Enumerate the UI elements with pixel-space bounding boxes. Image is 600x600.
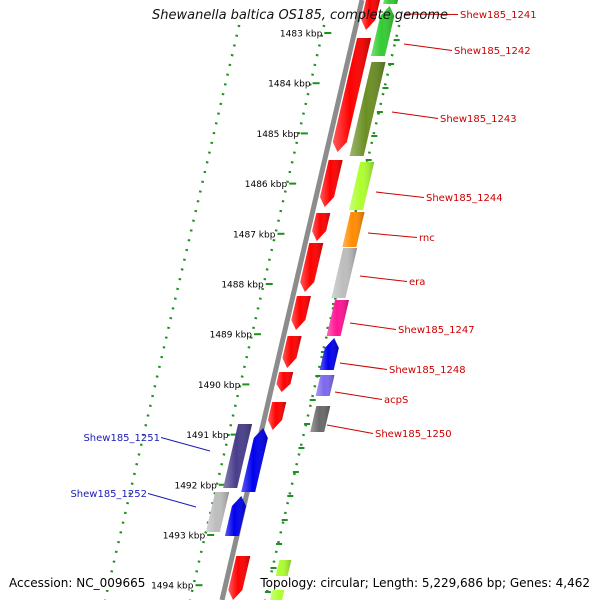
kbp-label: 1491 kbp xyxy=(186,431,229,441)
label-leader xyxy=(403,43,453,51)
label-leader xyxy=(160,437,211,452)
gene-block-Shew185_1242-shade xyxy=(370,6,395,56)
gene-label-acpS[interactable]: acpS xyxy=(384,395,408,406)
kbp-label: 1492 kbp xyxy=(174,481,217,491)
gene-label-Shew185_1243[interactable]: Shew185_1243 xyxy=(440,114,517,125)
kbp-label: 1489 kbp xyxy=(210,331,253,341)
kbp-label: 1493 kbp xyxy=(163,532,206,542)
gene-block-era-shade xyxy=(331,248,358,298)
kbp-label: 1490 kbp xyxy=(198,381,241,391)
map-title: Shewanella baltica OS185, complete genom… xyxy=(152,8,448,23)
topology-text: Topology: circular; Length: 5,229,686 bp… xyxy=(260,576,590,590)
cds-arrow-shade xyxy=(312,213,331,241)
gene-block-blue-up-shade xyxy=(241,428,268,492)
gene-block-Shew185_1244-shade xyxy=(349,162,375,210)
gene-label-Shew185_1247[interactable]: Shew185_1247 xyxy=(398,325,475,336)
cds-arrow-shade xyxy=(300,243,324,292)
cds-arrow-shade xyxy=(361,0,380,30)
kbp-label: 1484 kbp xyxy=(268,80,311,90)
gene-block-Shew185_1252-shade xyxy=(205,492,230,532)
kbp-label: 1494 kbp xyxy=(151,582,194,592)
label-leader xyxy=(326,424,374,434)
gene-label-Shew185_1252[interactable]: Shew185_1252 xyxy=(70,489,147,500)
gene-block-Shew185_1251-shade xyxy=(223,424,253,488)
label-leader xyxy=(375,191,425,198)
gene-label-era[interactable]: era xyxy=(409,277,425,288)
kbp-label: 1483 kbp xyxy=(280,30,323,40)
label-leader xyxy=(339,362,388,370)
gene-label-Shew185_1244[interactable]: Shew185_1244 xyxy=(426,193,503,204)
kbp-label: 1486 kbp xyxy=(245,180,288,190)
gene-label-Shew185_1242[interactable]: Shew185_1242 xyxy=(454,46,531,57)
gene-label-rnc[interactable]: rnc xyxy=(419,233,435,244)
cds-arrow-shade xyxy=(268,402,287,430)
cds-arrow-shade xyxy=(291,296,311,330)
kbp-label: 1487 kbp xyxy=(233,230,276,240)
cds-arrow-shade xyxy=(282,336,302,368)
gene-block-blue-up-2-shade xyxy=(224,496,246,536)
label-leader xyxy=(349,322,397,330)
gene-block-Shew185_1248-shade xyxy=(319,338,339,370)
cds-arrow-shade xyxy=(228,556,251,600)
cds-arrow-shade xyxy=(332,38,372,152)
label-leader xyxy=(359,275,408,282)
cds-arrow-shade xyxy=(276,372,294,392)
gene-block-rnc-shade xyxy=(342,212,365,247)
gene-block-Shew185_1250-shade xyxy=(310,406,331,432)
label-leader xyxy=(147,493,197,508)
accession-text: Accession: NC_009665 xyxy=(9,576,146,590)
gene-label-Shew185_1250[interactable]: Shew185_1250 xyxy=(375,429,452,440)
gene-block-Shew185_1243-shade xyxy=(349,62,386,156)
gene-block-Shew185_1241-shade xyxy=(383,0,398,4)
gene-label-Shew185_1248[interactable]: Shew185_1248 xyxy=(389,365,466,376)
label-leader xyxy=(403,13,459,15)
kbp-label: 1488 kbp xyxy=(221,281,264,291)
gene-label-Shew185_1251[interactable]: Shew185_1251 xyxy=(83,433,160,444)
kbp-label: 1485 kbp xyxy=(256,130,299,140)
label-leader xyxy=(334,391,383,400)
cds-arrow-shade xyxy=(320,160,343,207)
gene-block-acpS-shade xyxy=(315,375,335,396)
genome-backbone xyxy=(219,0,365,600)
gene-block-Shew185_1247-shade xyxy=(326,300,350,336)
gene-label-Shew185_1241[interactable]: Shew185_1241 xyxy=(460,10,537,21)
label-leader xyxy=(367,232,418,238)
label-leader xyxy=(391,111,439,119)
